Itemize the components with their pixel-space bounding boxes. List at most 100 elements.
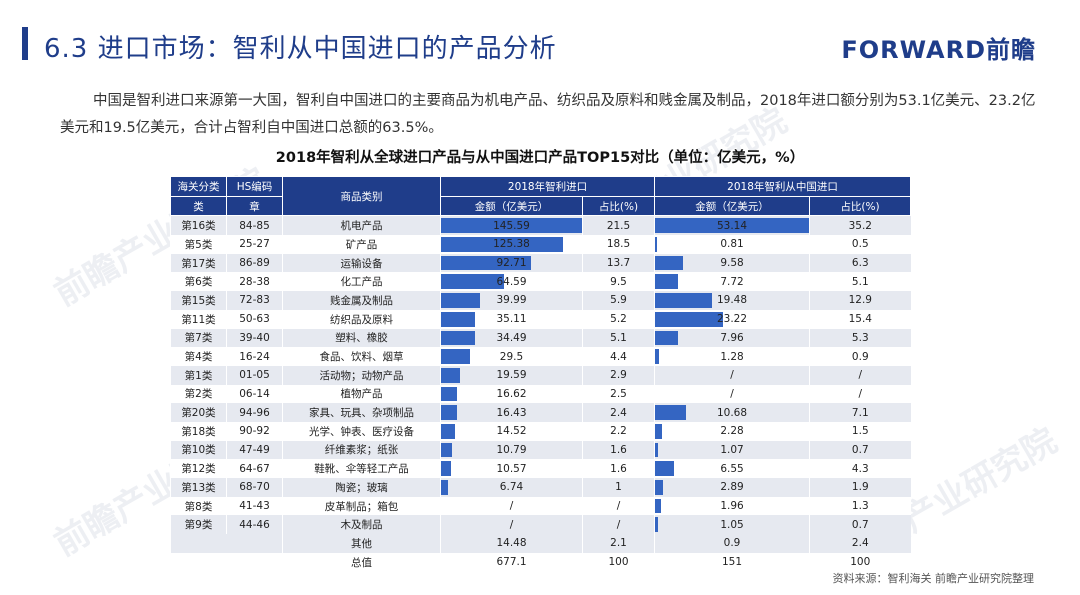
amount-value: 29.5 — [499, 350, 524, 363]
hs-code: 06-14 — [226, 384, 283, 404]
global-amount-bar — [441, 423, 456, 439]
amount-cell: 34.49 — [440, 328, 583, 348]
amount-value: 34.49 — [496, 331, 527, 344]
global-amount-bar — [441, 255, 532, 271]
global-share: 2.4 — [581, 403, 655, 422]
china-share: 7.1 — [809, 403, 911, 422]
china-share: 0.9 — [809, 347, 911, 366]
category-name: 其他 — [282, 534, 441, 553]
china-amount-bar — [655, 423, 662, 439]
amount-cell: 39.99 — [440, 291, 583, 310]
hs-code: 25-27 — [226, 235, 283, 254]
comparison-table: 海关分类 HS编码 商品类别 2018年智利进口 2018年智利从中国进口 类 … — [170, 175, 912, 572]
page-title: 6.3 进口市场：智利从中国进口的产品分析 — [44, 34, 557, 64]
table-row: 第10类 47-49 纤维素浆；纸张 10.79 1.6 1.07 0.7 — [170, 440, 911, 460]
amount-cell: 1.28 — [654, 347, 810, 366]
global-share: 13.7 — [581, 253, 655, 273]
global-share: / — [581, 515, 655, 535]
china-share: 6.3 — [809, 253, 911, 273]
global-amount-bar — [441, 274, 504, 290]
china-amount-bar — [655, 480, 664, 495]
china-share: 15.4 — [809, 309, 911, 329]
source-note: 资料来源：智利海关 前瞻产业研究院整理 — [832, 572, 1035, 585]
china-amount-bar — [655, 311, 723, 327]
hs-code: 16-24 — [226, 347, 283, 366]
china-share: 2.4 — [809, 534, 911, 553]
category-name: 活动物；动物产品 — [282, 365, 441, 385]
amount-value: 19.59 — [496, 369, 527, 382]
amount-cell: 10.68 — [654, 403, 810, 422]
category-name: 运输设备 — [282, 253, 441, 273]
hs-code: 72-83 — [226, 291, 283, 310]
global-share: 9.5 — [581, 272, 655, 292]
global-share: 2.2 — [581, 421, 655, 441]
customs-class: 第1类 — [170, 365, 227, 385]
table-row: 第4类 16-24 食品、饮料、烟草 29.5 4.4 1.28 0.9 — [170, 347, 911, 366]
china-amount: 151 — [654, 552, 810, 572]
global-amount: 14.48 — [440, 534, 583, 553]
global-amount-bar — [441, 293, 480, 308]
global-amount-bar — [441, 218, 583, 234]
table-row: 第5类 25-27 矿产品 125.38 18.5 0.81 0.5 — [170, 235, 911, 254]
customs-class: 第18类 — [170, 421, 227, 441]
amount-cell: 145.59 — [440, 215, 583, 236]
amount-cell: 0.81 — [654, 235, 810, 254]
china-amount-bar — [655, 218, 810, 234]
china-amount-bar — [655, 274, 678, 290]
table-row: 第16类 84-85 机电产品 145.59 21.5 53.14 35.2 — [170, 215, 911, 236]
header-hs-code: HS编码 — [226, 176, 283, 197]
china-amount-bar — [655, 293, 712, 308]
blank-cell — [170, 534, 283, 553]
china-amount-bar — [655, 461, 675, 476]
category-name: 食品、饮料、烟草 — [282, 347, 441, 366]
china-amount-bar — [655, 442, 659, 458]
amount-cell: 1.05 — [654, 515, 810, 535]
hs-code: 01-05 — [226, 365, 283, 385]
category-name: 鞋靴、伞等轻工产品 — [282, 459, 441, 478]
category-name: 贱金属及制品 — [282, 291, 441, 310]
amount-value: 7.96 — [720, 331, 744, 344]
header-china-share: 占比(%) — [809, 195, 912, 217]
amount-value: 16.62 — [496, 387, 527, 400]
amount-cell: 6.74 — [440, 478, 583, 497]
hs-code: 47-49 — [226, 440, 283, 460]
amount-value: 6.55 — [720, 462, 744, 475]
amount-cell: 7.96 — [654, 328, 810, 348]
customs-class: 第17类 — [170, 253, 227, 273]
global-amount-bar — [441, 405, 457, 420]
table-row: 第12类 64-67 鞋靴、伞等轻工产品 10.57 1.6 6.55 4.3 — [170, 459, 911, 478]
customs-class: 第2类 — [170, 384, 227, 404]
other-row: 其他 14.48 2.1 0.9 2.4 — [170, 534, 911, 553]
table-row: 第18类 90-92 光学、钟表、医疗设备 14.52 2.2 2.28 1.5 — [170, 421, 911, 441]
blank-cell — [170, 552, 283, 572]
amount-value: 1.28 — [720, 350, 744, 363]
table-title: 2018年智利从全球进口产品与从中国进口产品TOP15对比（单位：亿美元，%） — [275, 150, 805, 166]
global-share: 4.4 — [581, 347, 655, 366]
header-chapter-sub: 章 — [226, 195, 283, 217]
global-amount-bar — [441, 442, 452, 458]
amount-value: 92.71 — [496, 257, 527, 270]
category-name: 矿产品 — [282, 235, 441, 254]
amount-cell: 92.71 — [440, 253, 583, 273]
china-amount-bar — [655, 498, 661, 514]
category-name: 纤维素浆；纸张 — [282, 440, 441, 460]
global-amount-bar — [441, 330, 475, 346]
title-accent-bar — [22, 27, 28, 60]
amount-cell: 64.59 — [440, 272, 583, 292]
amount-value: 2.28 — [720, 425, 744, 438]
category-name: 化工产品 — [282, 272, 441, 292]
customs-class: 第13类 — [170, 478, 227, 497]
global-amount-bar — [441, 349, 470, 364]
hs-code: 64-67 — [226, 459, 283, 478]
global-share: 18.5 — [581, 235, 655, 254]
amount-value: / — [730, 387, 734, 400]
global-share: 5.9 — [581, 291, 655, 310]
amount-cell: 14.52 — [440, 421, 583, 441]
amount-cell: / — [440, 515, 583, 535]
customs-class: 第12类 — [170, 459, 227, 478]
global-amount-bar — [441, 311, 476, 327]
customs-class: 第7类 — [170, 328, 227, 348]
china-share: 35.2 — [809, 215, 911, 236]
global-amount-bar — [441, 480, 448, 495]
header-china-imports: 2018年智利从中国进口 — [654, 176, 912, 197]
